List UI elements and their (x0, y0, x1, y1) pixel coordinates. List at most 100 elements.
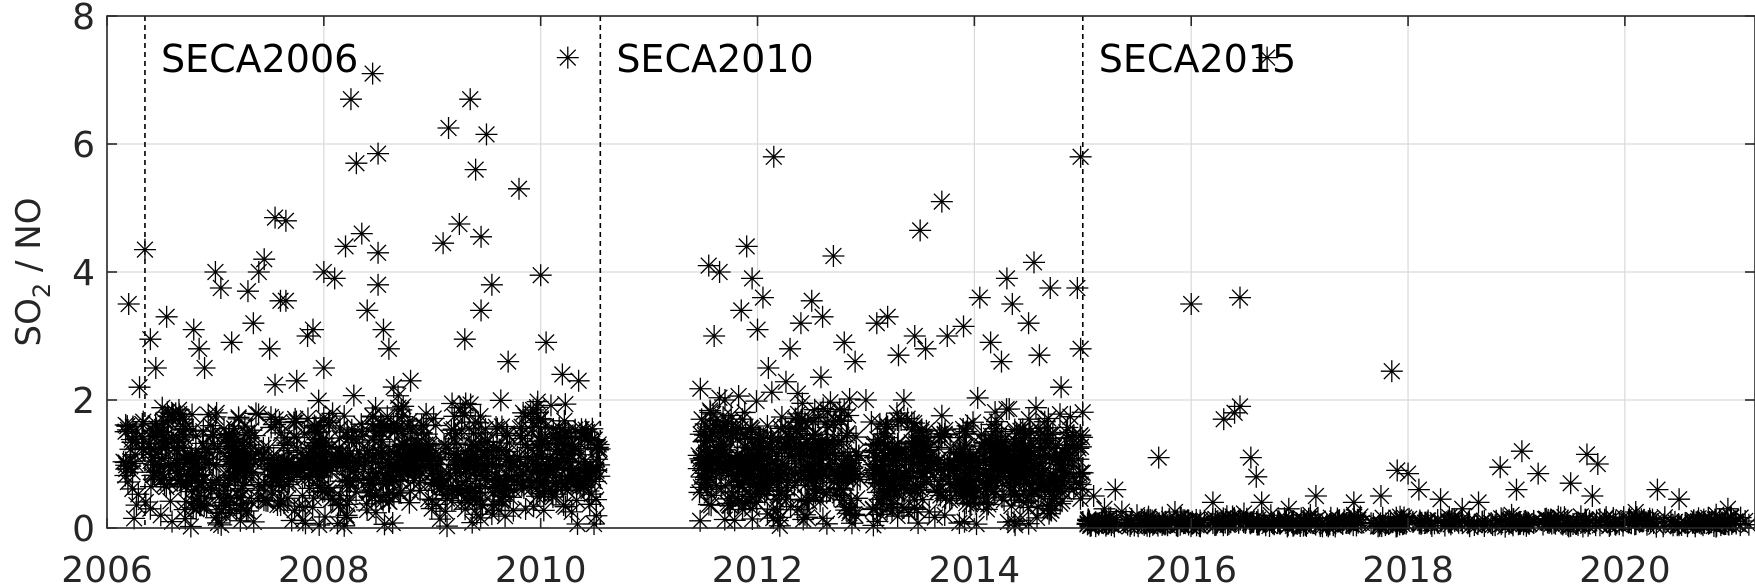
data-point (1471, 511, 1494, 534)
data-point (274, 209, 297, 232)
data-point (161, 510, 184, 533)
data-point (296, 325, 319, 347)
data-point (222, 441, 245, 464)
data-point (1051, 490, 1074, 513)
data-point (980, 469, 1003, 492)
data-point (188, 337, 211, 360)
data-point (791, 407, 814, 430)
data-point (387, 396, 410, 419)
data-point (979, 331, 1002, 354)
data-point (402, 469, 425, 492)
data-point (709, 421, 732, 444)
data-point (928, 422, 951, 445)
data-point (995, 267, 1018, 290)
data-point (1294, 513, 1317, 536)
data-point (1223, 401, 1246, 424)
data-point (903, 325, 926, 347)
data-point (1604, 513, 1627, 536)
data-point (333, 514, 356, 537)
data-point (585, 488, 608, 511)
data-point (256, 457, 279, 480)
data-point (1515, 514, 1538, 537)
data-point (217, 466, 240, 489)
data-point (689, 476, 712, 499)
data-point (535, 331, 558, 354)
data-point (1380, 360, 1403, 383)
data-point (1489, 456, 1512, 479)
data-point (302, 318, 324, 341)
data-point (182, 318, 205, 341)
data-point (554, 393, 577, 416)
data-point (896, 407, 919, 430)
y-tick-label: 6 (72, 125, 95, 166)
data-point (1180, 293, 1203, 315)
data-point (345, 152, 368, 175)
data-point (933, 423, 956, 446)
data-point (689, 377, 712, 400)
data-point (876, 305, 899, 328)
data-point (277, 473, 300, 496)
data-point (150, 415, 173, 438)
data-point (1397, 462, 1420, 485)
data-point (909, 219, 932, 242)
data-point (514, 498, 537, 521)
data-point (372, 318, 395, 341)
data-point (746, 318, 769, 341)
x-tick-label: 2010 (495, 550, 587, 587)
data-point (128, 376, 151, 399)
data-point (789, 312, 812, 335)
data-point (220, 331, 243, 354)
data-point (1069, 145, 1092, 168)
data-point (494, 505, 517, 528)
data-point (554, 495, 577, 518)
data-point (150, 421, 173, 443)
data-point (768, 514, 791, 537)
data-point (975, 498, 998, 521)
data-point (385, 455, 408, 478)
data-point (480, 273, 503, 296)
data-point (317, 476, 340, 499)
data-point (266, 494, 289, 517)
data-point (367, 142, 390, 165)
data-point (1066, 277, 1089, 299)
data-point (1023, 251, 1045, 274)
data-point (898, 482, 921, 505)
data-point (244, 402, 267, 425)
data-point (958, 447, 981, 470)
data-point (464, 158, 487, 181)
data-point (1056, 416, 1079, 439)
data-point (367, 273, 390, 296)
data-point (815, 512, 838, 535)
data-point (1201, 491, 1224, 514)
data-point (493, 474, 516, 497)
data-point (345, 480, 368, 503)
data-point (1008, 454, 1031, 477)
data-point (828, 398, 851, 421)
data-point (312, 261, 335, 283)
data-point (733, 462, 756, 485)
data-point (551, 363, 574, 386)
data-points (112, 46, 1755, 538)
data-point (178, 463, 201, 486)
data-point (370, 420, 393, 443)
data-point (1212, 408, 1235, 431)
x-tick-label: 2016 (1145, 550, 1237, 587)
data-point (139, 328, 162, 351)
data-point (437, 117, 460, 139)
data-point (312, 357, 335, 379)
data-point (1147, 446, 1170, 469)
data-point (741, 267, 764, 290)
data-point (308, 513, 331, 536)
data-point (936, 325, 959, 347)
data-point (1012, 491, 1035, 514)
data-point (690, 408, 713, 431)
data-point (278, 450, 301, 473)
data-point (770, 405, 793, 428)
data-point (121, 461, 144, 484)
data-point (470, 299, 493, 322)
data-point (1076, 512, 1099, 535)
data-point (221, 453, 244, 476)
data-point (839, 499, 862, 522)
data-point (308, 457, 331, 480)
data-point (330, 445, 353, 468)
